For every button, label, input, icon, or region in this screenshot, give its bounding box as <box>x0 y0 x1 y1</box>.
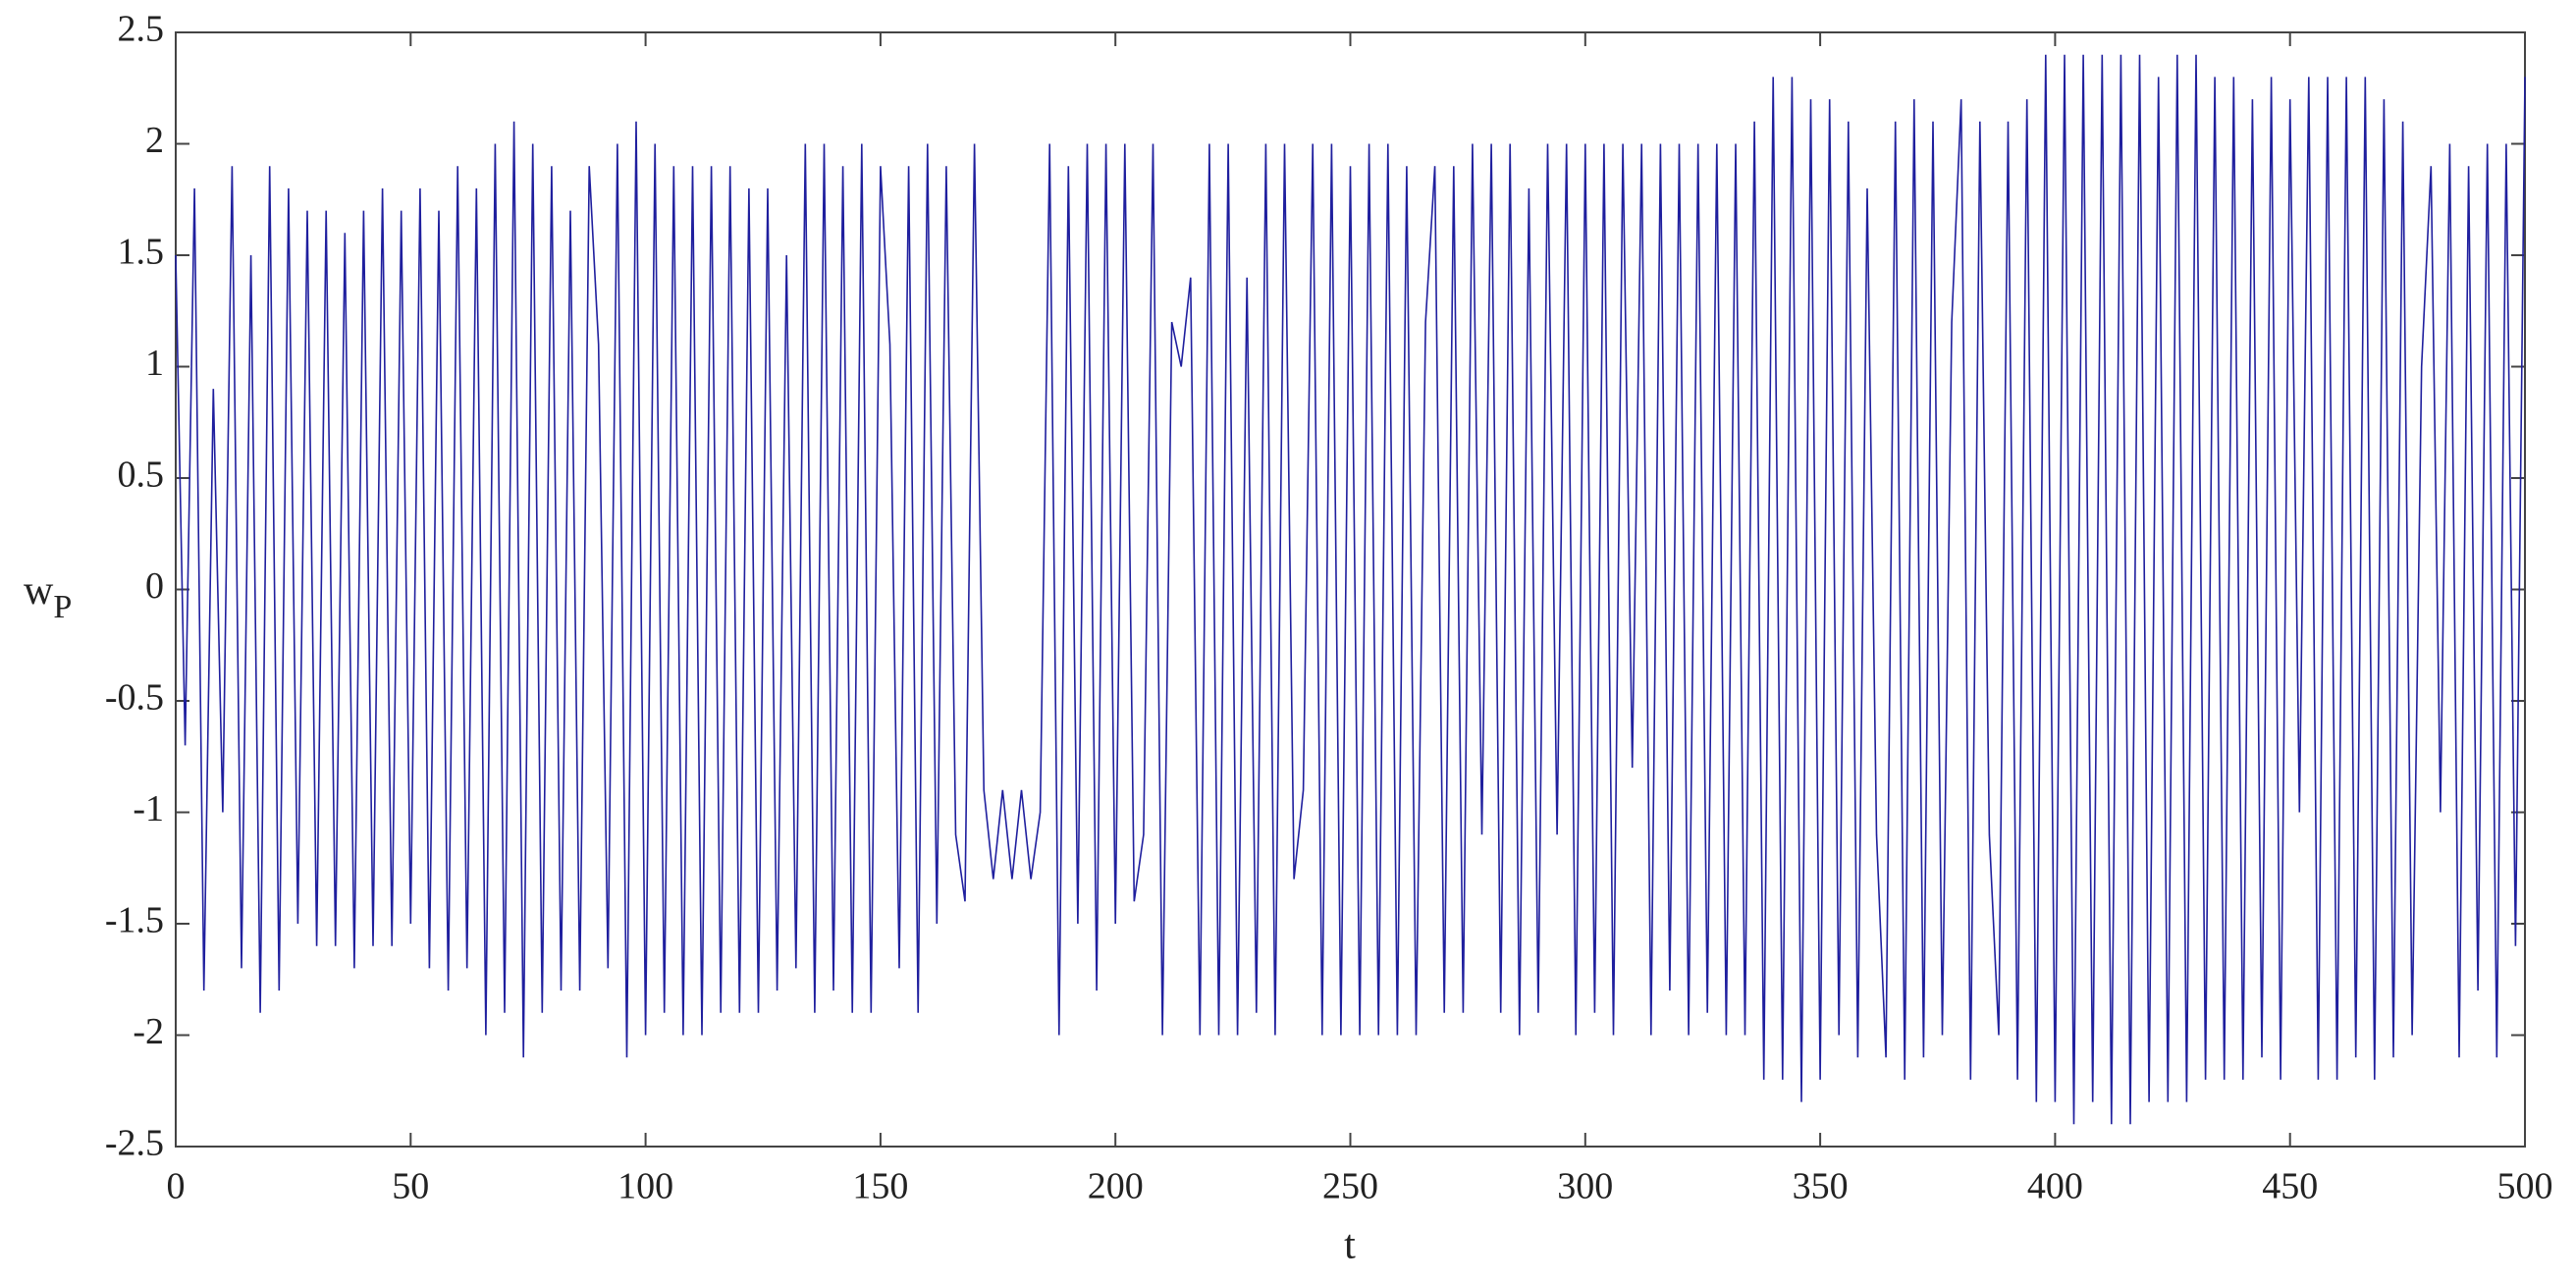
y-tick-label: -1 <box>133 788 164 829</box>
y-axis-label-main: w <box>24 568 54 614</box>
x-tick-label: 50 <box>392 1166 429 1207</box>
y-tick-label: 0 <box>145 565 164 607</box>
data-line <box>175 54 2526 1125</box>
x-tick-label: 400 <box>2027 1166 2083 1207</box>
y-tick-label: 0.5 <box>118 454 165 496</box>
y-axis-label: wP <box>24 568 72 625</box>
x-axis-label: t <box>1344 1223 1356 1268</box>
y-tick-label: -0.5 <box>105 677 164 719</box>
x-tick-label: 100 <box>617 1166 673 1207</box>
x-tick-label: 450 <box>2262 1166 2318 1207</box>
y-tick-label: -2.5 <box>105 1123 164 1164</box>
y-tick-label: 1 <box>145 343 164 384</box>
x-tick-label: 500 <box>2497 1166 2553 1207</box>
y-tick-label: -2 <box>133 1011 164 1052</box>
y-tick-label: 2 <box>145 120 164 161</box>
x-tick-label: 300 <box>1557 1166 1613 1207</box>
y-tick-label: 1.5 <box>118 232 165 273</box>
x-tick-label: 250 <box>1322 1166 1378 1207</box>
x-tick-label: 200 <box>1088 1166 1144 1207</box>
y-axis-label-sub: P <box>53 589 72 625</box>
x-tick-label: 150 <box>852 1166 908 1207</box>
y-tick-label: -1.5 <box>105 900 164 941</box>
x-tick-label: 0 <box>167 1166 186 1207</box>
x-tick-label: 350 <box>1793 1166 1849 1207</box>
y-tick-label: 2.5 <box>118 9 165 50</box>
